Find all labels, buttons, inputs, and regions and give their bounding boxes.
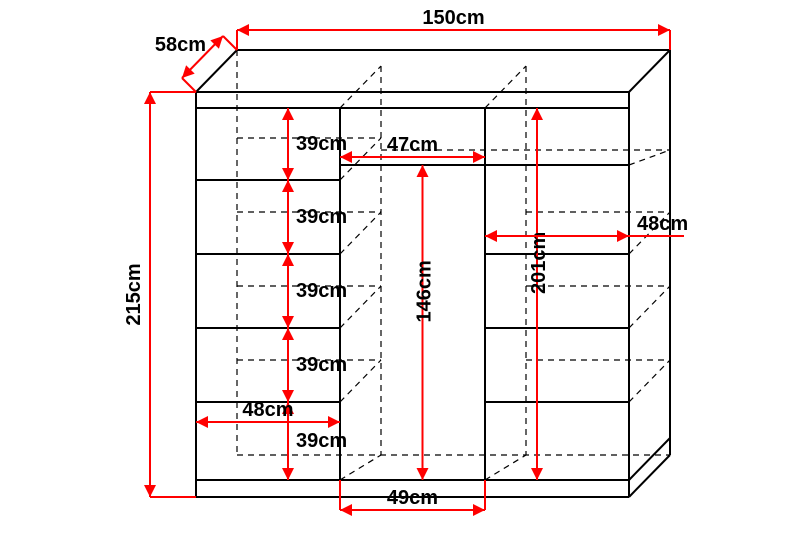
dim-col1-width: 48cm [242,399,293,421]
dim-col1-gap-2: 39cm [296,280,347,302]
dim-depth: 58cm [155,34,206,56]
dim-col3-hang: 201cm [528,232,550,294]
dim-col2-inner: 47cm [387,134,438,156]
dim-height: 215cm [123,263,145,325]
dim-col1-gap-3: 39cm [296,354,347,376]
dim-width: 150cm [422,7,484,29]
dim-col3-width: 48cm [637,213,688,235]
dim-col1-gap-1: 39cm [296,206,347,228]
dim-col1-gap-4: 39cm [296,430,347,452]
dim-col2-width: 49cm [387,487,438,509]
dim-col2-hang: 146cm [414,260,436,322]
dim-col1-gap-0: 39cm [296,133,347,155]
